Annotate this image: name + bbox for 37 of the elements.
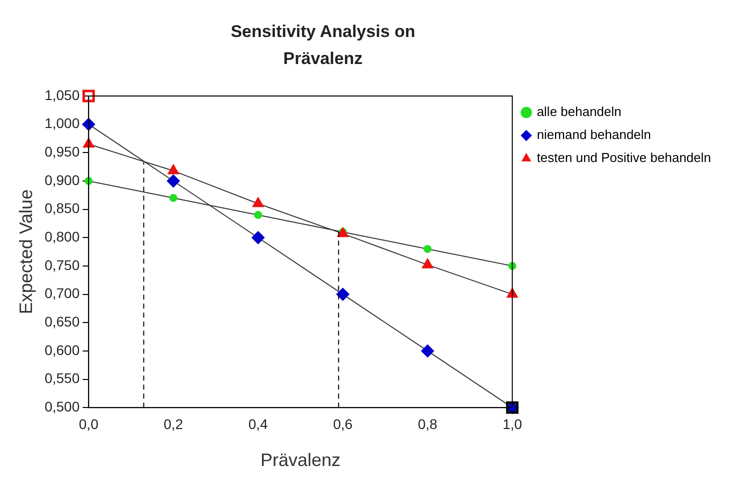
y-tick-label: 0,700	[44, 285, 80, 302]
y-tick-label: 0,600	[44, 342, 80, 358]
y-tick-label: 0,850	[44, 200, 80, 216]
point	[506, 288, 518, 298]
point	[252, 197, 264, 208]
y-tick-label: 0,750	[44, 256, 80, 273]
point	[169, 194, 178, 202]
y-tick-label: 0,650	[44, 313, 80, 330]
x-tick-label: 0,6	[333, 416, 353, 432]
y-tick-label: 0,800	[44, 228, 80, 244]
y-tick-label: 0,550	[44, 370, 80, 386]
point	[336, 288, 350, 301]
point	[168, 164, 180, 174]
point	[252, 231, 265, 244]
point	[254, 210, 262, 219]
point	[421, 344, 434, 358]
legend-label: alle behandeln	[536, 104, 622, 120]
y-tick-label: 1,050	[44, 86, 80, 103]
legend-label: niemand behandeln	[536, 127, 652, 142]
x-tick-label: 0,2	[164, 416, 184, 432]
x-axis-title: Prävalenz	[260, 450, 340, 470]
point	[422, 258, 434, 268]
y-tick-label: 0,900	[44, 172, 80, 188]
point	[82, 90, 95, 102]
y-axis-title: Expected Value	[16, 189, 36, 314]
y-tick-label: 0,950	[44, 144, 80, 160]
x-tick-label: 0,4	[248, 416, 268, 432]
x-tick-label: 1,0	[502, 416, 522, 432]
point	[424, 244, 432, 253]
chart-title: Sensitivity Analysis on Prävalenz	[230, 21, 416, 70]
y-tick-label: 0,500	[44, 398, 80, 414]
point	[82, 118, 96, 131]
point	[166, 174, 180, 188]
x-tick-label: 0,8	[418, 416, 438, 432]
y-tick-label: 1,000	[44, 115, 80, 132]
legend-label: testen und Positive behandeln	[536, 150, 711, 166]
x-tick-label: 0,0	[78, 416, 99, 432]
